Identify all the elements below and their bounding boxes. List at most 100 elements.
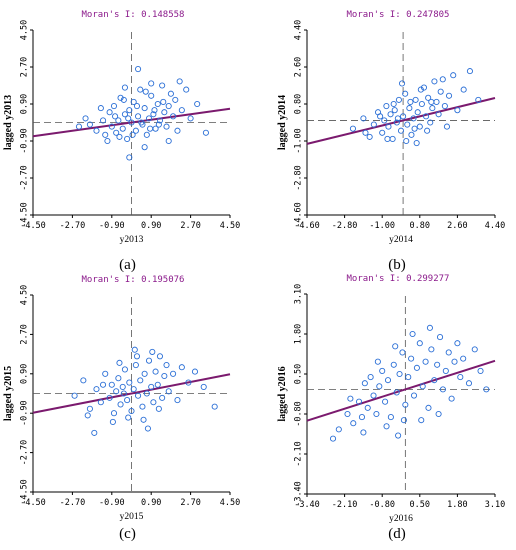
x-tick-label: -0.90 <box>99 221 125 231</box>
data-point <box>376 383 383 390</box>
data-point <box>439 76 446 83</box>
panel-caption: (b) <box>388 257 406 273</box>
y-tick-label: -1.00 <box>294 128 304 154</box>
data-point <box>410 392 418 399</box>
data-point <box>344 410 351 418</box>
data-point <box>133 103 141 110</box>
y-tick-label: -4.50 <box>20 202 30 228</box>
data-point <box>132 361 139 369</box>
data-point <box>439 386 446 393</box>
regression-line <box>32 107 231 138</box>
data-point <box>131 346 138 353</box>
data-point <box>412 96 419 103</box>
x-tick-label: 4.40 <box>485 221 505 231</box>
data-point <box>170 370 177 377</box>
data-point <box>445 349 452 356</box>
data-point <box>106 394 113 401</box>
data-point <box>104 137 111 145</box>
data-point <box>395 432 402 439</box>
moran-label: Moran's I: 0.299277 <box>347 274 450 284</box>
data-point <box>391 107 398 114</box>
y-tick-label: -2.70 <box>20 165 30 191</box>
data-point <box>155 121 162 128</box>
data-point <box>124 397 131 404</box>
y-axis-label: lagged y2014 <box>277 95 288 150</box>
data-point <box>360 429 367 436</box>
data-point <box>148 92 155 99</box>
x-axis-label: y2016 <box>389 514 413 524</box>
scatter-panel-a: -4.50 -2.70 -0.90 0.90 2.70 4.50 -4.50 -2.70 -0.… <box>3 10 240 273</box>
data-point <box>135 66 142 73</box>
x-axis-label: y2014 <box>389 235 413 245</box>
data-point <box>385 123 392 130</box>
data-point <box>138 119 145 126</box>
data-point <box>191 368 199 375</box>
data-point <box>159 394 166 401</box>
data-point <box>86 121 93 128</box>
data-point <box>93 127 100 134</box>
data-point <box>155 405 162 412</box>
data-point <box>402 401 409 408</box>
data-point <box>413 140 420 147</box>
regression-line <box>32 373 231 414</box>
data-point <box>130 386 137 393</box>
data-point <box>183 86 190 93</box>
data-point <box>117 401 124 408</box>
x-tick-label: 2.70 <box>180 498 200 508</box>
data-point <box>370 121 377 128</box>
panel-caption: (a) <box>119 257 136 273</box>
data-point <box>187 115 194 122</box>
data-point <box>165 103 172 110</box>
data-point <box>145 115 153 122</box>
x-tick-label: -4.50 <box>20 498 46 508</box>
data-point <box>413 364 420 371</box>
x-tick-label: 2.60 <box>447 221 467 231</box>
data-point <box>99 381 107 388</box>
data-point <box>356 398 363 405</box>
data-point <box>451 358 458 365</box>
y-axis-label: lagged y2013 <box>3 95 14 150</box>
moran-label: Moran's I: 0.195076 <box>82 275 185 285</box>
data-point <box>86 405 93 412</box>
data-point <box>416 123 423 130</box>
data-point <box>335 426 342 433</box>
data-point <box>137 377 144 384</box>
data-point <box>102 370 109 377</box>
data-point <box>383 423 390 430</box>
y-tick-label: -3.40 <box>294 481 304 507</box>
data-point <box>91 429 98 436</box>
y-tick-label: 2.70 <box>20 57 30 77</box>
data-point <box>425 404 432 411</box>
data-point <box>399 349 406 356</box>
data-point <box>211 403 218 410</box>
data-point <box>116 359 123 366</box>
data-point <box>161 109 168 116</box>
data-point <box>409 330 416 338</box>
data-point <box>389 135 396 142</box>
x-axis-label: y2015 <box>120 512 144 522</box>
data-point <box>154 100 161 108</box>
data-point <box>113 129 120 136</box>
x-tick-label: 0.90 <box>141 498 161 508</box>
y-tick-label: -4.60 <box>294 202 304 228</box>
data-point <box>176 78 183 85</box>
data-point <box>109 418 116 426</box>
data-point <box>116 133 123 140</box>
x-tick-label: 0.90 <box>141 221 161 231</box>
data-point <box>161 372 168 380</box>
data-point <box>82 115 89 122</box>
data-point <box>170 113 177 120</box>
y-tick-label: 0.80 <box>294 94 304 114</box>
data-point <box>167 90 174 97</box>
y-tick-label: 0.50 <box>294 364 304 384</box>
data-point <box>141 370 148 377</box>
data-point <box>347 395 354 402</box>
data-point <box>419 383 426 390</box>
data-point <box>120 390 127 397</box>
data-point <box>387 414 394 421</box>
y-tick-label: 0.90 <box>20 364 30 384</box>
data-point <box>390 361 397 368</box>
data-point <box>366 133 373 140</box>
data-point <box>408 131 415 138</box>
data-point <box>110 410 118 417</box>
